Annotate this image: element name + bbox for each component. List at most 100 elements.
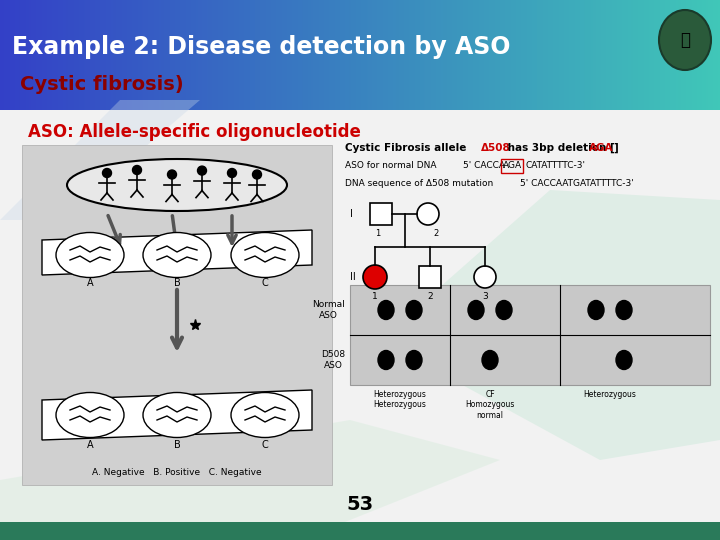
Bar bbox=[474, 0, 475, 110]
Bar bbox=[191, 0, 192, 110]
Bar bbox=[472, 0, 473, 110]
Bar bbox=[56, 0, 57, 110]
Bar bbox=[148, 0, 149, 110]
Bar bbox=[449, 0, 450, 110]
Bar bbox=[390, 0, 391, 110]
Bar bbox=[717, 0, 718, 110]
Bar bbox=[323, 0, 324, 110]
Bar bbox=[11, 0, 12, 110]
Bar bbox=[677, 0, 678, 110]
Bar bbox=[96, 0, 97, 110]
Bar bbox=[180, 0, 181, 110]
Text: A. Negative   B. Positive   C. Negative: A. Negative B. Positive C. Negative bbox=[92, 468, 262, 477]
Bar bbox=[669, 0, 670, 110]
Bar bbox=[517, 0, 518, 110]
Bar bbox=[62, 0, 63, 110]
Bar bbox=[316, 0, 317, 110]
Bar bbox=[658, 0, 659, 110]
Bar bbox=[286, 0, 287, 110]
Bar bbox=[400, 0, 401, 110]
Bar bbox=[445, 0, 446, 110]
Bar bbox=[282, 0, 283, 110]
Bar bbox=[413, 0, 414, 110]
Bar bbox=[667, 0, 668, 110]
Bar bbox=[237, 0, 238, 110]
Bar bbox=[251, 0, 252, 110]
Text: 1: 1 bbox=[375, 229, 380, 238]
Bar bbox=[368, 0, 369, 110]
Bar bbox=[163, 0, 164, 110]
Bar bbox=[468, 0, 469, 110]
Bar bbox=[145, 0, 146, 110]
Bar bbox=[684, 0, 685, 110]
Bar bbox=[486, 0, 487, 110]
Bar bbox=[558, 0, 559, 110]
Bar bbox=[536, 0, 537, 110]
Bar bbox=[173, 0, 174, 110]
Bar bbox=[636, 0, 637, 110]
Bar bbox=[361, 0, 362, 110]
Bar bbox=[6, 0, 7, 110]
Bar bbox=[214, 0, 215, 110]
Bar bbox=[141, 0, 142, 110]
Text: 3: 3 bbox=[482, 292, 488, 301]
Bar bbox=[522, 0, 523, 110]
Bar bbox=[221, 0, 222, 110]
Bar bbox=[359, 0, 360, 110]
Text: C: C bbox=[261, 278, 269, 288]
Bar bbox=[664, 0, 665, 110]
Bar bbox=[497, 0, 498, 110]
Bar bbox=[353, 0, 354, 110]
Bar bbox=[45, 0, 46, 110]
Bar bbox=[89, 0, 90, 110]
Bar bbox=[388, 0, 389, 110]
Bar bbox=[707, 0, 708, 110]
Bar bbox=[57, 0, 58, 110]
Bar bbox=[247, 0, 248, 110]
Bar bbox=[344, 0, 345, 110]
Bar bbox=[119, 0, 120, 110]
Bar bbox=[582, 0, 583, 110]
Bar bbox=[566, 0, 567, 110]
Ellipse shape bbox=[143, 393, 211, 437]
Bar bbox=[641, 0, 642, 110]
Bar bbox=[508, 0, 509, 110]
Bar bbox=[419, 266, 441, 288]
Bar bbox=[201, 0, 202, 110]
Bar bbox=[485, 0, 486, 110]
Bar bbox=[589, 0, 590, 110]
Bar bbox=[269, 0, 270, 110]
Bar bbox=[687, 0, 688, 110]
Bar bbox=[463, 0, 464, 110]
Bar bbox=[58, 0, 59, 110]
Bar bbox=[604, 0, 605, 110]
Bar bbox=[448, 0, 449, 110]
Bar bbox=[196, 0, 197, 110]
Bar bbox=[137, 0, 138, 110]
Bar bbox=[1, 0, 2, 110]
Bar bbox=[192, 0, 193, 110]
Text: has 3bp deletion [: has 3bp deletion [ bbox=[504, 143, 615, 153]
Text: 5' CACCAATGATATTTTC-3': 5' CACCAATGATATTTTC-3' bbox=[520, 179, 634, 188]
Text: A: A bbox=[86, 440, 94, 450]
Bar bbox=[289, 0, 290, 110]
Bar bbox=[652, 0, 653, 110]
Text: II: II bbox=[350, 272, 356, 282]
Ellipse shape bbox=[482, 350, 498, 369]
Bar bbox=[227, 0, 228, 110]
Bar bbox=[697, 0, 698, 110]
Bar bbox=[104, 0, 105, 110]
Text: DNA sequence of Δ508 mutation: DNA sequence of Δ508 mutation bbox=[345, 179, 493, 188]
Bar bbox=[561, 0, 562, 110]
Bar bbox=[295, 0, 296, 110]
Bar bbox=[444, 0, 445, 110]
Ellipse shape bbox=[406, 350, 422, 369]
Bar bbox=[362, 0, 363, 110]
Bar bbox=[447, 0, 448, 110]
Bar bbox=[409, 0, 410, 110]
Text: B: B bbox=[174, 278, 181, 288]
Bar bbox=[10, 0, 11, 110]
Text: D508
ASO: D508 ASO bbox=[321, 350, 345, 370]
Bar bbox=[643, 0, 644, 110]
Bar bbox=[178, 0, 179, 110]
